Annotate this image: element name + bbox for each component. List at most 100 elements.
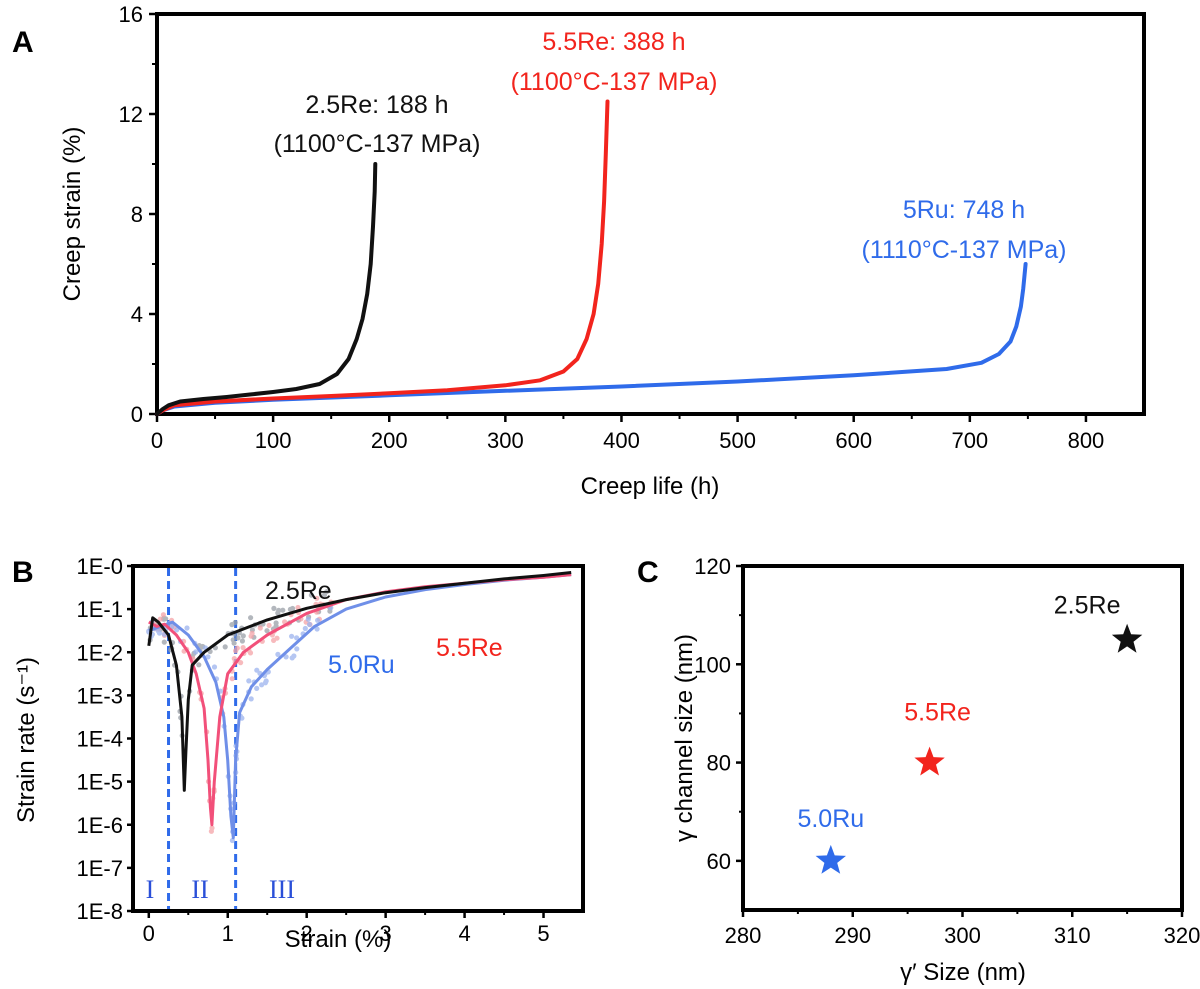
raw-data-point: [174, 627, 180, 633]
panel-a-ticks: 0 100 200 300 400 500 600 700 800 0 4 8 12 16: [119, 2, 1105, 453]
y-tick-label: 8: [131, 202, 143, 227]
raw-data-point: [271, 605, 277, 612]
raw-data-point: [259, 682, 265, 688]
raw-data-point: [314, 626, 320, 632]
raw-data-point: [248, 615, 254, 621]
y-tick-label: 80: [707, 751, 731, 776]
panel-b-label: B: [12, 556, 34, 589]
y-tick-label: 1E-1: [77, 597, 123, 622]
panel-b-label-5-5re: 5.5Re: [436, 634, 503, 662]
point-label-2-5re: 2.5Re: [1054, 592, 1121, 620]
y-tick-label: 1E-8: [77, 899, 123, 924]
panel-c: C 280 290 300 310 320 60 80 100 120 2.5Re 5.5Re 5.…: [637, 554, 1200, 986]
raw-data-point: [184, 625, 190, 631]
raw-data-point: [280, 607, 286, 613]
raw-data-point: [229, 837, 235, 844]
panel-a-y-axis-title: Creep strain (%): [59, 127, 86, 302]
x-tick-label: 2: [301, 921, 313, 946]
raw-data-point: [273, 620, 279, 626]
raw-data-point: [156, 630, 163, 636]
series-line-2-5re: [147, 571, 572, 792]
raw-data-point: [308, 592, 314, 598]
x-tick-label: 3: [380, 921, 392, 946]
panel-c-x-axis-title: γ′ Size (nm): [900, 959, 1026, 986]
annotation-5ru-conditions: (1110°C-137 MPa): [862, 236, 1067, 264]
panel-b-y-axis-title: Strain rate (s⁻¹): [13, 657, 40, 823]
x-tick-label: 280: [725, 923, 762, 948]
raw-data-point: [294, 646, 300, 652]
raw-data-point: [160, 612, 166, 618]
raw-data-point: [163, 616, 169, 622]
y-tick-label: 0: [131, 402, 143, 427]
x-tick-label: 320: [1164, 923, 1200, 948]
raw-data-point: [234, 645, 240, 651]
y-tick-label: 120: [694, 554, 731, 579]
x-tick-label: 700: [951, 428, 988, 453]
x-tick-label: 0: [151, 428, 163, 453]
panel-b-plot-frame: [131, 564, 585, 913]
panel-a-annotations: 2.5Re: 188 h (1100°C-137 MPa) 5.5Re: 388…: [274, 28, 1067, 264]
raw-data-point: [211, 664, 218, 670]
raw-data-point: [232, 619, 238, 626]
y-tick-label: 1E-0: [77, 554, 123, 579]
raw-data-point: [305, 616, 311, 622]
raw-data-point: [314, 595, 320, 601]
panel-b: B 0 1 2 3 4 5 1E-0 1E-1 1E-2 1E-3 1E-4 1E-5 1E-6 1E-7…: [12, 554, 585, 953]
x-tick-label: 400: [603, 428, 640, 453]
raw-data-point: [274, 635, 280, 641]
annotation-2-5re-life: 2.5Re: 188 h: [305, 91, 448, 119]
raw-data-point: [231, 640, 237, 646]
point-star-2-5re: [1111, 623, 1143, 653]
raw-data-point: [205, 654, 211, 660]
raw-data-point: [254, 685, 260, 692]
y-tick-label: 100: [694, 652, 731, 677]
panel-a-series: [155, 99, 1028, 416]
x-tick-label: 1: [222, 921, 234, 946]
raw-data-point: [247, 650, 254, 656]
panel-b-ticks: 0 1 2 3 4 5 1E-0 1E-1 1E-2 1E-3 1E-4 1E-5 1E-6 1E-7 1E…: [77, 554, 550, 946]
y-tick-label: 4: [131, 302, 143, 327]
annotation-2-5re-conditions: (1100°C-137 MPa): [274, 130, 481, 158]
point-star-5-0ru: [815, 844, 846, 874]
panel-c-y-axis-title: γ channel size (nm): [671, 634, 698, 842]
raw-data-point: [193, 649, 199, 655]
raw-data-point: [254, 667, 260, 673]
raw-data-point: [283, 654, 289, 660]
panel-b-series: [146, 571, 572, 844]
raw-data-point: [222, 644, 228, 650]
x-tick-label: 4: [458, 921, 470, 946]
panel-a-label: A: [12, 26, 34, 59]
raw-data-point: [229, 676, 235, 682]
raw-data-point: [157, 616, 163, 622]
y-tick-label: 1E-5: [77, 770, 123, 795]
raw-data-point: [238, 660, 244, 666]
x-tick-label: 200: [371, 428, 408, 453]
panel-c-ticks: 280 290 300 310 320 60 80 100 120: [694, 554, 1200, 948]
point-label-5-5re: 5.5Re: [904, 699, 971, 727]
point-star-5-5re: [914, 746, 945, 776]
series-line-5-5re: [155, 99, 610, 416]
series-line-5-5re: [148, 573, 572, 827]
y-tick-label: 16: [119, 2, 143, 27]
point-label-5-0ru: 5.0Ru: [797, 805, 864, 833]
panel-b-label-2-5re: 2.5Re: [265, 577, 332, 605]
region-label-ii: II: [191, 875, 208, 904]
panel-a-x-axis-title: Creep life (h): [581, 473, 720, 500]
annotation-5-5re-life: 5.5Re: 388 h: [542, 28, 685, 56]
panel-c-label: C: [637, 556, 659, 589]
raw-data-point: [161, 639, 167, 645]
region-label-iii: III: [269, 875, 295, 904]
raw-data-point: [240, 633, 246, 639]
y-tick-label: 1E-4: [77, 727, 123, 752]
raw-data-point: [248, 696, 254, 702]
x-tick-label: 300: [944, 923, 981, 948]
x-tick-label: 600: [835, 428, 872, 453]
panel-a: A 0 100 200 300 400 500 600 700 800 0 4 8 12 16 Creep…: [12, 2, 1146, 500]
x-tick-label: 290: [834, 923, 871, 948]
panel-b-x-axis-title: Strain (%): [285, 926, 392, 953]
raw-data-point: [264, 628, 270, 634]
x-tick-label: 100: [255, 428, 292, 453]
raw-data-point: [196, 662, 202, 668]
raw-data-point: [306, 621, 313, 628]
panel-c-points: 2.5Re 5.5Re 5.0Ru: [797, 592, 1143, 874]
